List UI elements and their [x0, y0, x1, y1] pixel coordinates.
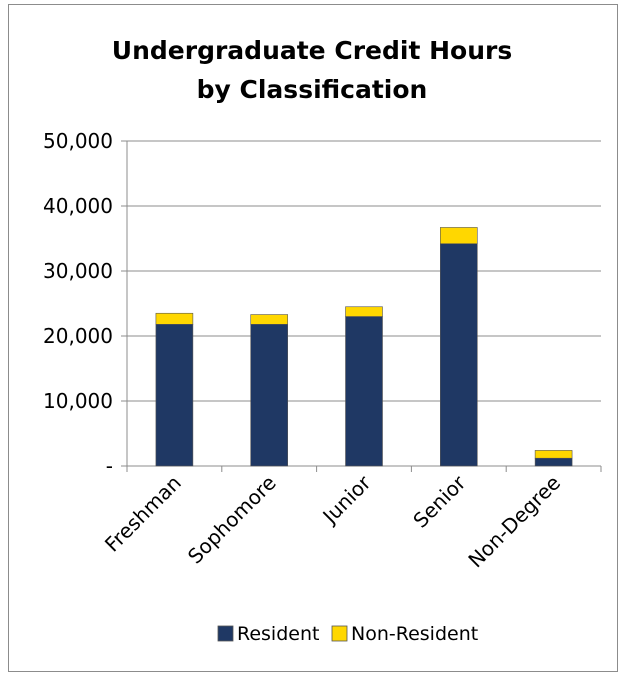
- x-tick-label: Sophomore: [183, 471, 281, 569]
- legend-label-non-resident: Non-Resident: [351, 623, 478, 645]
- chart-title-line-1: Undergraduate Credit Hours: [112, 36, 512, 65]
- x-tick-label: Freshman: [100, 471, 186, 557]
- bar-non-resident-freshman: [155, 312, 194, 325]
- y-tick-label: 20,000: [43, 324, 113, 348]
- legend-label-resident: Resident: [237, 623, 319, 645]
- bar-resident-junior: [345, 316, 383, 467]
- bar-non-resident-sophomore: [250, 314, 288, 325]
- y-tick-label: 50,000: [43, 129, 113, 153]
- bar-resident-senior: [440, 243, 478, 467]
- x-tick-label: Non-Degree: [463, 471, 565, 573]
- chart-frame: [8, 4, 618, 672]
- legend-swatch-resident: [217, 625, 234, 642]
- x-tick-label: Senior: [408, 470, 471, 533]
- y-tick-label: -: [106, 454, 113, 478]
- legend-swatch-non-resident: [331, 625, 348, 642]
- bar-non-resident-non-degree: [534, 450, 573, 459]
- bar-resident-non-degree: [534, 457, 573, 467]
- y-tick-label: 30,000: [43, 259, 113, 283]
- y-tick-label: 10,000: [43, 389, 113, 413]
- y-tick-label: 40,000: [43, 194, 113, 218]
- bar-non-resident-senior: [440, 227, 478, 244]
- bar-resident-sophomore: [250, 323, 288, 467]
- bar-resident-freshman: [155, 323, 194, 467]
- bar-non-resident-junior: [345, 306, 383, 317]
- x-tick-label: Junior: [317, 470, 376, 529]
- chart-title-line-2: by Classification: [197, 75, 428, 104]
